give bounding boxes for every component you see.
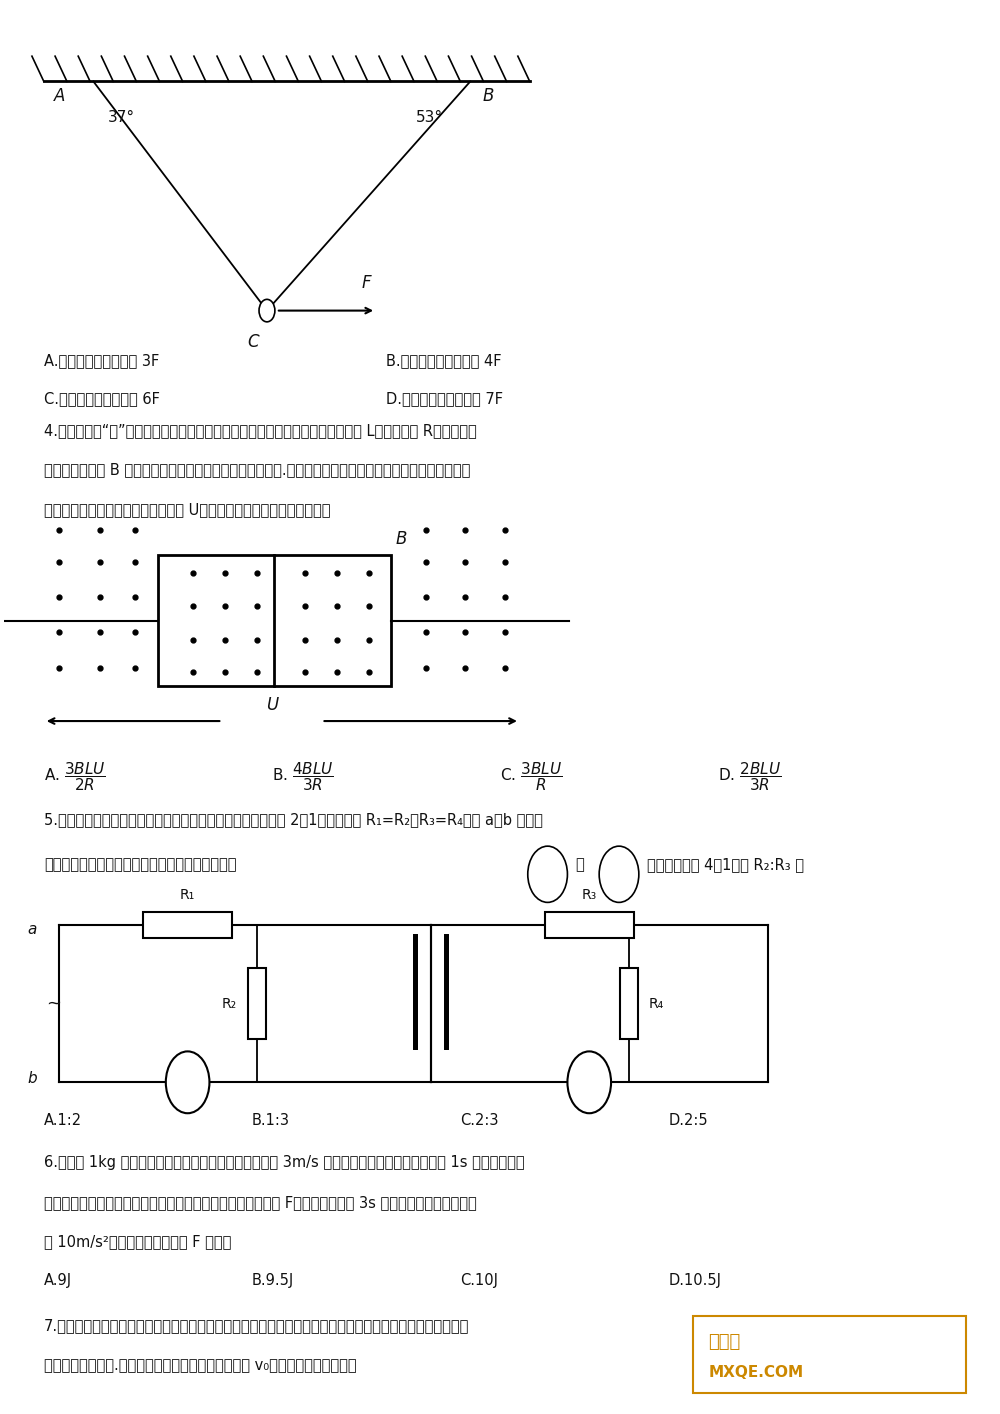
Text: 棒的中点，通过导线给线框加上电压 U，则金属线框受到的安培力大小为: 棒的中点，通过导线给线框加上电压 U，则金属线框受到的安培力大小为 bbox=[44, 502, 330, 516]
Text: R₄: R₄ bbox=[649, 997, 664, 1011]
Bar bbox=[693, 1315, 966, 1393]
Bar bbox=[143, 912, 232, 937]
Text: D.圆环的重力大小等于 7F: D.圆环的重力大小等于 7F bbox=[386, 390, 503, 406]
Text: A₁: A₁ bbox=[541, 867, 554, 880]
Bar bbox=[158, 556, 391, 686]
Text: A.9J: A.9J bbox=[44, 1274, 72, 1288]
Text: A: A bbox=[54, 88, 66, 105]
Text: C.2:3: C.2:3 bbox=[460, 1113, 499, 1128]
Text: MXQE.COM: MXQE.COM bbox=[708, 1365, 803, 1380]
Text: F: F bbox=[361, 274, 371, 293]
Circle shape bbox=[599, 846, 639, 902]
Text: a: a bbox=[28, 922, 37, 936]
Text: 、: 、 bbox=[575, 857, 584, 872]
Text: 7.长直导线固定在足够大的光滑绝缘水平面上，通有如图所示方向的恒定电流，正方形金属线框静止在水平面: 7.长直导线固定在足够大的光滑绝缘水平面上，通有如图所示方向的恒定电流，正方形金… bbox=[44, 1318, 469, 1333]
Text: C: C bbox=[247, 334, 259, 351]
Circle shape bbox=[166, 1052, 209, 1113]
Text: C.圆环的重力大小等于 6F: C.圆环的重力大小等于 6F bbox=[44, 390, 160, 406]
Text: 物块一相同的初速度的同时，再给物块一个沿运动方向的恒力 F，结果物块运动 3s 后停下，重力加速度大小: 物块一相同的初速度的同时，再给物块一个沿运动方向的恒力 F，结果物块运动 3s … bbox=[44, 1195, 477, 1210]
Text: B: B bbox=[482, 88, 494, 105]
Text: C. $\dfrac{3BLU}{R}$: C. $\dfrac{3BLU}{R}$ bbox=[500, 761, 562, 793]
Text: 上如图所示的位置.给线框一个如图所示方向的初速度 v₀，则下列判断正确的是: 上如图所示的位置.给线框一个如图所示方向的初速度 v₀，则下列判断正确的是 bbox=[44, 1357, 356, 1373]
Text: R₁: R₁ bbox=[180, 888, 195, 902]
Text: R₂: R₂ bbox=[222, 997, 237, 1011]
Bar bbox=[248, 969, 266, 1039]
Text: A₂: A₂ bbox=[613, 867, 625, 880]
Bar bbox=[545, 912, 634, 937]
Text: D. $\dfrac{2BLU}{3R}$: D. $\dfrac{2BLU}{3R}$ bbox=[718, 761, 781, 793]
Text: A₁: A₁ bbox=[181, 1076, 194, 1089]
Text: D.10.5J: D.10.5J bbox=[669, 1274, 722, 1288]
Text: R₃: R₃ bbox=[582, 888, 597, 902]
Text: B. $\dfrac{4BLU}{3R}$: B. $\dfrac{4BLU}{3R}$ bbox=[272, 761, 334, 793]
Text: B.细线的拉力大小等于 4F: B.细线的拉力大小等于 4F bbox=[386, 352, 501, 368]
Text: B.9.5J: B.9.5J bbox=[252, 1274, 294, 1288]
Text: 37°: 37° bbox=[108, 110, 135, 124]
Text: A.细线的拉力大小等于 3F: A.细线的拉力大小等于 3F bbox=[44, 352, 159, 368]
Text: 5.在如图所示的电路中，理想变压器的原、副线圈的匹数比为 2：1，定値电阱 R₁=R₂，R₃=R₄，在 a、b 两端输: 5.在如图所示的电路中，理想变压器的原、副线圈的匹数比为 2：1，定値电阱 R₁… bbox=[44, 813, 543, 827]
Circle shape bbox=[567, 1052, 611, 1113]
Text: 在磁感应强度为 B 的匀强磁场中，磁场方向与线框平面垂直.两段电阱不计的导线分别连接在左、右两侧金属: 在磁感应强度为 B 的匀强磁场中，磁场方向与线框平面垂直.两段电阱不计的导线分别… bbox=[44, 462, 470, 478]
Text: D.2:5: D.2:5 bbox=[669, 1113, 708, 1128]
Text: 6.质量为 1kg 的物块静止在水平面上，给物块一大小为 3m/s 的初速度，物块在水平面上滑行 1s 后停下，若给: 6.质量为 1kg 的物块静止在水平面上，给物块一大小为 3m/s 的初速度，物… bbox=[44, 1155, 524, 1171]
Text: C.10J: C.10J bbox=[460, 1274, 498, 1288]
Bar bbox=[620, 969, 638, 1039]
Text: b: b bbox=[27, 1070, 37, 1086]
Circle shape bbox=[528, 846, 567, 902]
Text: ~: ~ bbox=[46, 994, 61, 1012]
Circle shape bbox=[259, 300, 275, 322]
Text: B: B bbox=[396, 530, 407, 549]
Text: 答案圈: 答案圈 bbox=[708, 1332, 740, 1350]
Text: A₂: A₂ bbox=[582, 1076, 596, 1089]
Text: A.1:2: A.1:2 bbox=[44, 1113, 82, 1128]
Text: A. $\dfrac{3BLU}{2R}$: A. $\dfrac{3BLU}{2R}$ bbox=[44, 761, 106, 793]
Text: 取 10m/s²，则整个过程中拉力 F 做功为: 取 10m/s²，则整个过程中拉力 F 做功为 bbox=[44, 1234, 231, 1249]
Text: 53°: 53° bbox=[416, 110, 443, 124]
Text: 4.如图所示，“日”字金属线框由七段粗细均匀的金属棒组成，每一段的长度均为 L，电阱均为 R，线框固定: 4.如图所示，“日”字金属线框由七段粗细均匀的金属棒组成，每一段的长度均为 L，… bbox=[44, 423, 477, 438]
Text: 的示数之比为 4：1，则 R₂:R₃ 为: 的示数之比为 4：1，则 R₂:R₃ 为 bbox=[647, 857, 804, 872]
Text: 入一有效値恒定的正弦式交流电，结果理想电流表: 入一有效値恒定的正弦式交流电，结果理想电流表 bbox=[44, 857, 236, 872]
Text: U: U bbox=[266, 696, 278, 714]
Text: B.1:3: B.1:3 bbox=[252, 1113, 290, 1128]
